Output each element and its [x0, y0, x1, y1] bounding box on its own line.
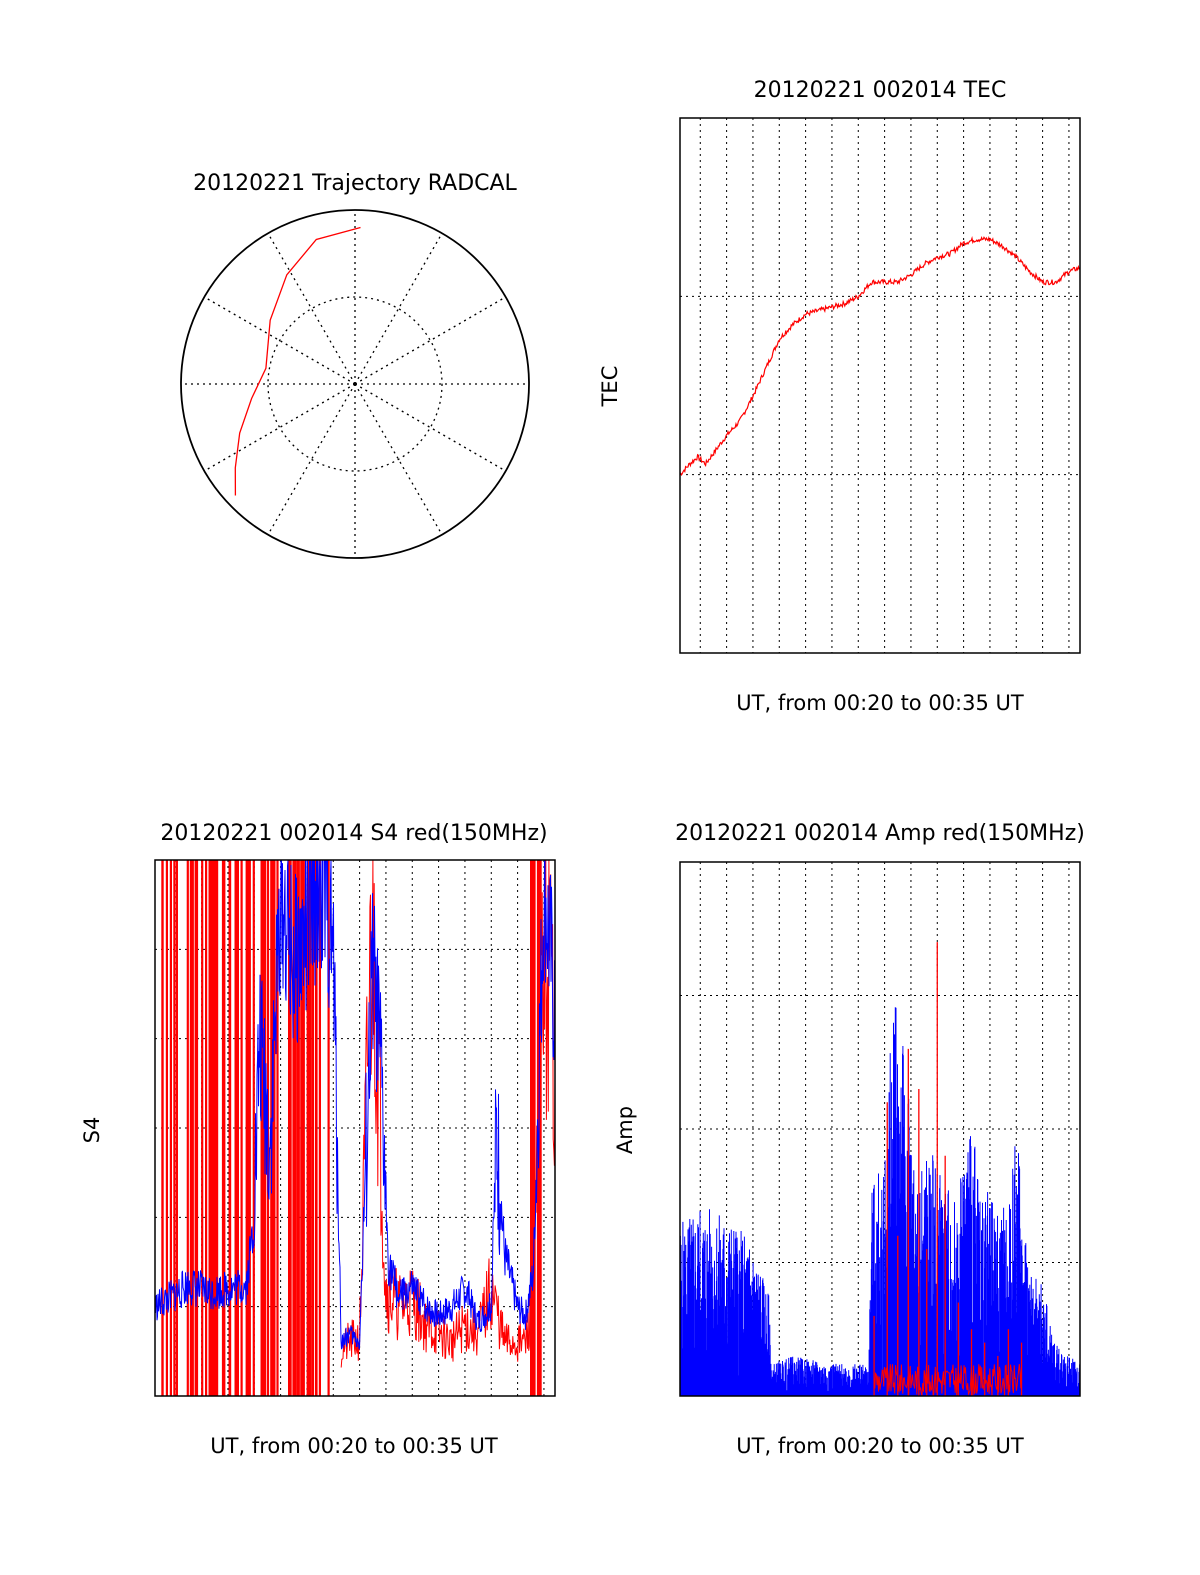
s4-blue-trace [154, 859, 556, 1350]
amp-red-trace [873, 942, 1023, 1397]
tec-grid [680, 118, 1080, 653]
polar-spoke [354, 383, 443, 536]
s4-red-line [340, 859, 556, 1368]
amp-x-axis-label: UT, from 00:20 to 00:35 UT [736, 1434, 1024, 1458]
tec-panel: 20120221 002014 TEC UT, from 00:20 to 00… [598, 78, 1081, 715]
s4-grid [155, 860, 555, 1396]
tec-plot-frame [679, 117, 1081, 654]
polar-ring-50 [267, 296, 443, 472]
polar-spoke [203, 383, 356, 472]
polar-outer-circle [180, 209, 530, 559]
polar-grid [180, 209, 530, 559]
polar-spoke [354, 296, 507, 385]
trajectory-polar-panel: 20120221 Trajectory RADCAL [180, 171, 530, 559]
tec-x-axis-label: UT, from 00:20 to 00:35 UT [736, 691, 1024, 715]
polar-spoke [267, 232, 356, 385]
polar-spoke [354, 232, 443, 385]
tec-line [679, 235, 1081, 477]
s4-red-spikes [161, 860, 542, 1396]
polar-trajectory-line [234, 226, 361, 496]
s4-plot-frame [154, 859, 556, 1397]
tec-title: 20120221 002014 TEC [754, 78, 1007, 103]
amp-blue-bars [679, 1007, 1081, 1396]
s4-panel: 20120221 002014 S4 red(150MHz) UT, from … [80, 821, 556, 1458]
s4-x-axis-label: UT, from 00:20 to 00:35 UT [210, 1434, 498, 1458]
tec-y-axis-label: TEC [598, 366, 622, 408]
s4-blue-line [154, 859, 556, 1350]
amp-y-axis-label: Amp [613, 1106, 637, 1154]
amp-plot-frame [679, 861, 1081, 1397]
s4-red-trace [161, 859, 556, 1396]
trajectory-title: 20120221 Trajectory RADCAL [193, 171, 517, 196]
s4-title: 20120221 002014 S4 red(150MHz) [160, 821, 547, 846]
amp-title: 20120221 002014 Amp red(150MHz) [675, 821, 1085, 846]
polar-spoke [354, 383, 507, 472]
s4-y-axis-label: S4 [80, 1117, 104, 1144]
amp-red-baseline [873, 1364, 1022, 1397]
tec-trace [679, 235, 1081, 477]
amp-panel: 20120221 002014 Amp red(150MHz) UT, from… [613, 821, 1085, 1458]
polar-trajectory-trace [234, 226, 361, 496]
polar-spoke [267, 383, 356, 536]
amp-blue-trace [679, 1007, 1081, 1396]
polar-spoke [203, 296, 356, 385]
